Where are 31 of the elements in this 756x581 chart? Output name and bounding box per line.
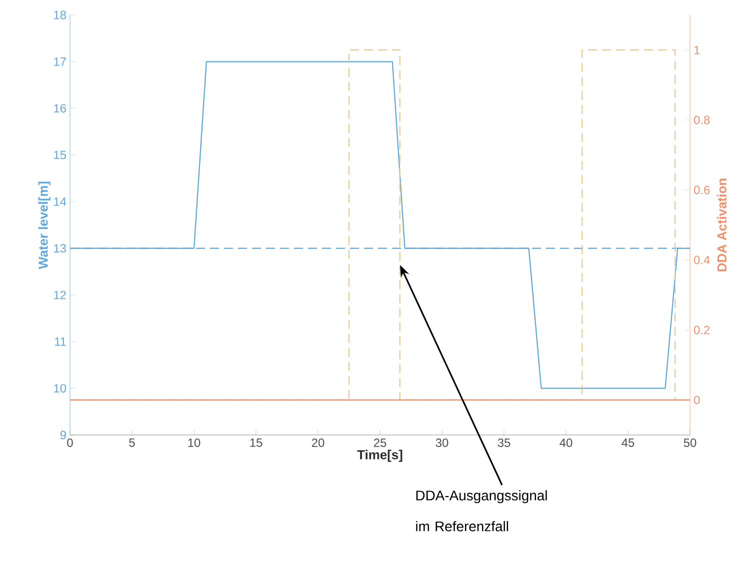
y2-tick-label: 0.4	[694, 256, 710, 264]
y2-tick-label: 0	[694, 396, 700, 404]
y2-tick-label: 0.6	[694, 186, 710, 194]
y-tick-label: 10	[54, 384, 66, 393]
x-tick-label: 30	[436, 438, 448, 447]
y2-tick-label: 0.8	[694, 116, 710, 124]
x-tick-label: 40	[560, 438, 572, 447]
y-tick-label: 12	[54, 290, 66, 300]
x-tick-label: 35	[498, 438, 510, 447]
x-tick-label: 20	[312, 438, 324, 447]
text: DDA-Ausgangssignal im Referenzfall	[416, 490, 547, 532]
y2-tick-label: 0.2	[694, 326, 710, 334]
x-tick-label: 25	[374, 438, 386, 447]
y-tick-label: 18	[54, 10, 66, 20]
y-tick-label: 13	[54, 244, 66, 253]
y2-axis-title: DDA Activation	[716, 178, 726, 272]
x-tick-label: 10	[188, 438, 200, 447]
y-tick-label: 16	[54, 104, 66, 113]
y-tick-label: 9	[60, 430, 66, 440]
x-tick-label: 50	[684, 438, 696, 447]
x-axis-title: Time[s]	[357, 450, 402, 462]
y2-tick-label: 1	[694, 46, 700, 54]
x-tick-label: 5	[129, 438, 135, 447]
y-axis-title: Water level[m]	[38, 182, 50, 269]
y-tick-label: 17	[54, 58, 66, 66]
x-tick-label: 15	[250, 438, 262, 447]
y-tick-label: 14	[54, 198, 66, 206]
x-tick-label: 45	[622, 438, 634, 447]
x-tick-label: 0	[67, 438, 73, 447]
y-tick-label: 11	[54, 338, 66, 346]
y-tick-label: 15	[54, 150, 66, 160]
